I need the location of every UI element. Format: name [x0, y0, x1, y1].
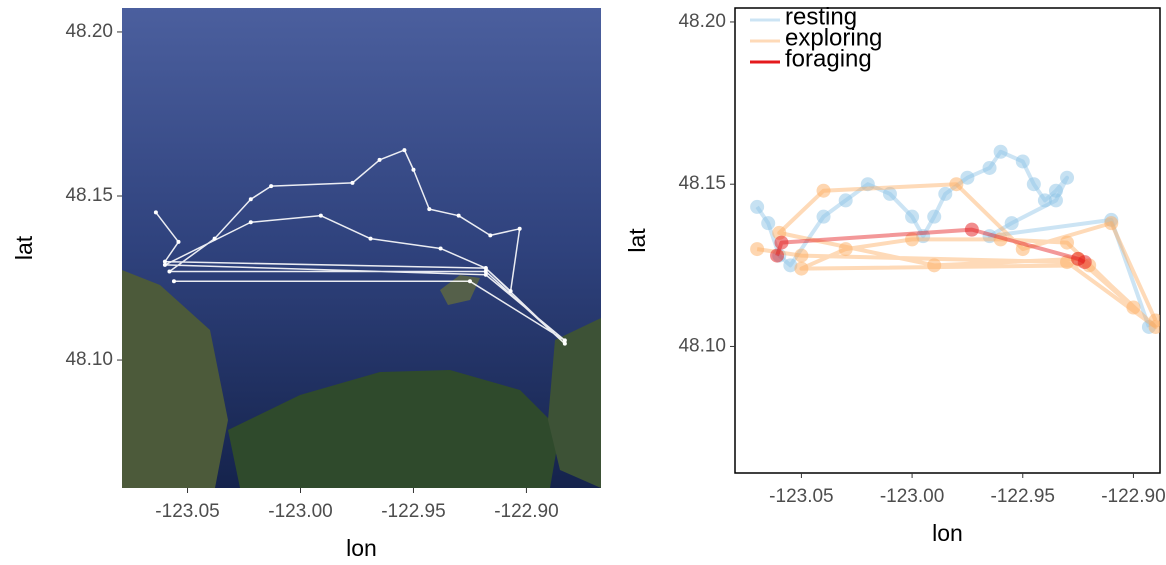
point — [249, 197, 253, 201]
point — [774, 236, 788, 250]
point — [949, 177, 963, 191]
x-tick-label: -123.05 — [155, 501, 219, 522]
x-tick-label: -122.90 — [1101, 486, 1165, 507]
point — [750, 200, 764, 214]
point — [484, 266, 488, 270]
point — [411, 168, 415, 172]
point — [427, 207, 431, 211]
x-tick-label: -122.95 — [381, 501, 445, 522]
point — [518, 227, 522, 231]
y-axis-title: lat — [624, 228, 650, 253]
x-axis-title: lon — [932, 520, 963, 546]
point — [350, 181, 354, 185]
point — [994, 145, 1008, 159]
point — [1104, 216, 1118, 230]
point — [761, 216, 775, 230]
x-tick-label: -122.95 — [991, 486, 1055, 507]
y-tick-label: 48.20 — [678, 11, 726, 32]
point — [1005, 216, 1019, 230]
y-tick-label: 48.15 — [678, 173, 726, 194]
point — [1126, 301, 1140, 315]
point — [154, 210, 158, 214]
point — [1060, 171, 1074, 185]
point — [439, 246, 443, 250]
point — [1060, 236, 1074, 250]
y-tick-label: 48.15 — [65, 185, 113, 206]
x-tick-label: -123.00 — [268, 501, 332, 522]
legend-label: foraging — [785, 45, 872, 72]
x-tick-label: -122.90 — [494, 501, 558, 522]
point — [927, 258, 941, 272]
point — [319, 214, 323, 218]
x-tick-label: -123.05 — [769, 486, 833, 507]
point — [965, 223, 979, 237]
point — [1078, 255, 1092, 269]
point — [213, 237, 217, 241]
point — [794, 249, 808, 263]
point — [509, 289, 513, 293]
point — [1049, 193, 1063, 207]
plot-area — [750, 145, 1162, 334]
satellite-background — [122, 8, 601, 488]
point — [402, 148, 406, 152]
point — [1027, 177, 1041, 191]
point — [839, 242, 853, 256]
point — [369, 237, 373, 241]
figure: -123.05 -123.00 -122.95 -122.90 48.10 48.15 48… — [0, 0, 1166, 565]
point — [269, 184, 273, 188]
point — [817, 210, 831, 224]
point — [488, 233, 492, 237]
point — [172, 279, 176, 283]
point — [468, 279, 472, 283]
point — [983, 161, 997, 175]
x-tick-label: -123.00 — [880, 486, 944, 507]
y-tick-label: 48.20 — [65, 21, 113, 42]
y-tick-label: 48.10 — [65, 349, 113, 370]
track-line — [757, 184, 1155, 327]
point — [457, 214, 461, 218]
point — [163, 263, 167, 267]
point — [905, 210, 919, 224]
y-tick-label: 48.10 — [678, 335, 726, 356]
point — [817, 184, 831, 198]
x-axis-title: lon — [346, 535, 377, 561]
point — [249, 220, 253, 224]
point — [167, 269, 171, 273]
point — [927, 210, 941, 224]
point — [563, 338, 567, 342]
point — [378, 158, 382, 162]
point — [484, 273, 488, 277]
point — [1016, 154, 1030, 168]
point — [839, 193, 853, 207]
point — [750, 242, 764, 256]
point — [794, 262, 808, 276]
y-axis-title: lat — [11, 235, 37, 260]
point — [770, 249, 784, 263]
point — [176, 240, 180, 244]
point — [938, 187, 952, 201]
